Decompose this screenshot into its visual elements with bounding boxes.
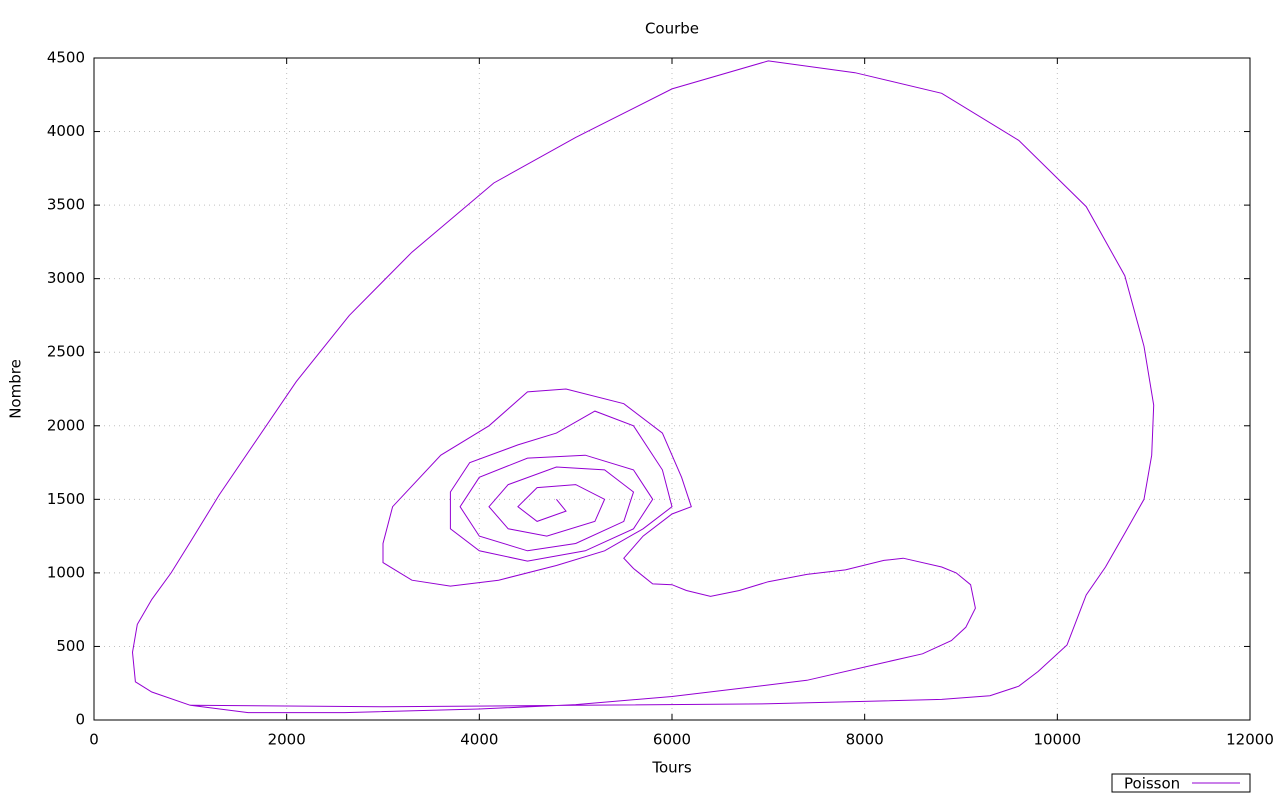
y-tick-label: 4000 — [47, 122, 85, 140]
x-tick-label: 6000 — [653, 731, 691, 749]
y-tick-label: 0 — [75, 711, 85, 729]
x-tick-label: 10000 — [1033, 731, 1081, 749]
x-tick-label: 0 — [89, 731, 99, 749]
y-tick-label: 3000 — [47, 269, 85, 287]
y-axis-label: Nombre — [7, 359, 25, 419]
chart-title: Courbe — [645, 20, 699, 38]
y-tick-label: 1500 — [47, 490, 85, 508]
y-tick-label: 2500 — [47, 343, 85, 361]
y-tick-label: 1000 — [47, 563, 85, 581]
y-tick-label: 4500 — [47, 49, 85, 67]
x-tick-label: 8000 — [846, 731, 884, 749]
plot-frame — [93, 57, 1251, 721]
y-tick-label: 3500 — [47, 196, 85, 214]
x-tick-label: 2000 — [268, 731, 306, 749]
legend-label: Poisson — [1124, 775, 1180, 793]
legend-box — [1111, 773, 1251, 793]
data-line — [131, 60, 1155, 714]
x-axis-label: Tours — [651, 759, 691, 777]
y-tick-label: 2000 — [47, 416, 85, 434]
x-tick-label: 4000 — [460, 731, 498, 749]
y-tick-label: 500 — [56, 637, 85, 655]
x-tick-label: 12000 — [1226, 731, 1274, 749]
